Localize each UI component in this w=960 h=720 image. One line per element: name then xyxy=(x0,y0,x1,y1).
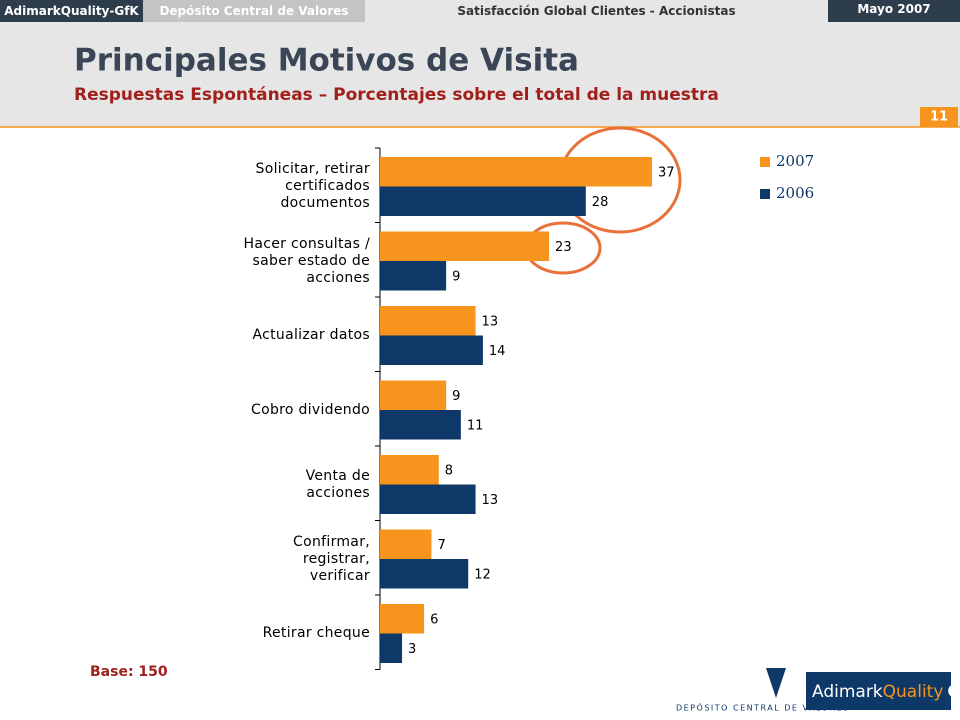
chart-subtitle: Respuestas Espontáneas – Porcentajes sob… xyxy=(74,85,719,105)
legend-label: 2006 xyxy=(776,184,814,202)
legend-swatch xyxy=(760,157,770,167)
date: Mayo 2007 xyxy=(857,2,931,16)
bar xyxy=(380,186,586,216)
date-box xyxy=(828,0,960,22)
legend-swatch xyxy=(760,189,770,199)
brand-box xyxy=(0,0,143,22)
legend-label: 2007 xyxy=(776,152,814,170)
value-label: 13 xyxy=(482,493,499,508)
bar xyxy=(380,604,425,634)
category-label: Solicitar, retirar certificados document… xyxy=(255,161,370,211)
dcv-logo-mark xyxy=(766,668,786,698)
value-label: 8 xyxy=(445,463,453,478)
bar xyxy=(380,335,483,365)
bar xyxy=(380,157,652,187)
value-label: 6 xyxy=(430,612,438,627)
category-label: Confirmar, registrar, verificar xyxy=(293,533,370,584)
bar xyxy=(380,261,447,291)
bar xyxy=(380,306,476,336)
value-label: 23 xyxy=(555,240,572,255)
value-label: 11 xyxy=(467,418,484,433)
category-label: Venta de acciones xyxy=(305,467,370,501)
value-label: 28 xyxy=(592,195,609,210)
chart-title: Principales Motivos de Visita xyxy=(74,43,579,79)
bar xyxy=(380,633,403,663)
value-label: 13 xyxy=(482,314,499,329)
bar xyxy=(380,231,550,261)
bar xyxy=(380,559,469,589)
value-label: 14 xyxy=(489,344,506,359)
value-label: 12 xyxy=(474,567,491,582)
value-label: 9 xyxy=(452,269,460,284)
bar xyxy=(380,529,432,559)
bar xyxy=(380,484,476,514)
dcv-logo: DEPÓSITO CENTRAL DE VALORES xyxy=(676,702,850,713)
bar xyxy=(380,455,439,485)
bar xyxy=(380,380,447,410)
adimark-logo-box xyxy=(806,672,951,710)
logo-part: GfK xyxy=(947,682,960,702)
category-label: Cobro dividendo xyxy=(251,401,370,418)
value-label: 37 xyxy=(658,165,675,180)
client: Depósito Central de Valores xyxy=(159,4,349,18)
adimark-logo: AdimarkQualityGfK xyxy=(812,682,960,702)
category-label: Hacer consultas / saber estado de accion… xyxy=(243,235,370,286)
page-box xyxy=(920,107,958,127)
base-note: Base: 150 xyxy=(90,664,168,680)
page-number: 11 xyxy=(930,110,948,125)
category-label: Retirar cheque xyxy=(262,625,370,641)
client-box xyxy=(143,0,365,22)
value-label: 9 xyxy=(452,389,460,404)
value-label: 3 xyxy=(408,642,416,657)
study: Satisfacción Global Clientes - Accionist… xyxy=(457,4,736,18)
logo-part: Quality xyxy=(883,682,944,702)
value-label: 7 xyxy=(437,538,445,553)
brand: AdimarkQuality-GfK xyxy=(4,4,139,18)
bar xyxy=(380,410,461,440)
category-label: Actualizar datos xyxy=(252,327,370,343)
logo-part: Adimark xyxy=(812,682,883,702)
